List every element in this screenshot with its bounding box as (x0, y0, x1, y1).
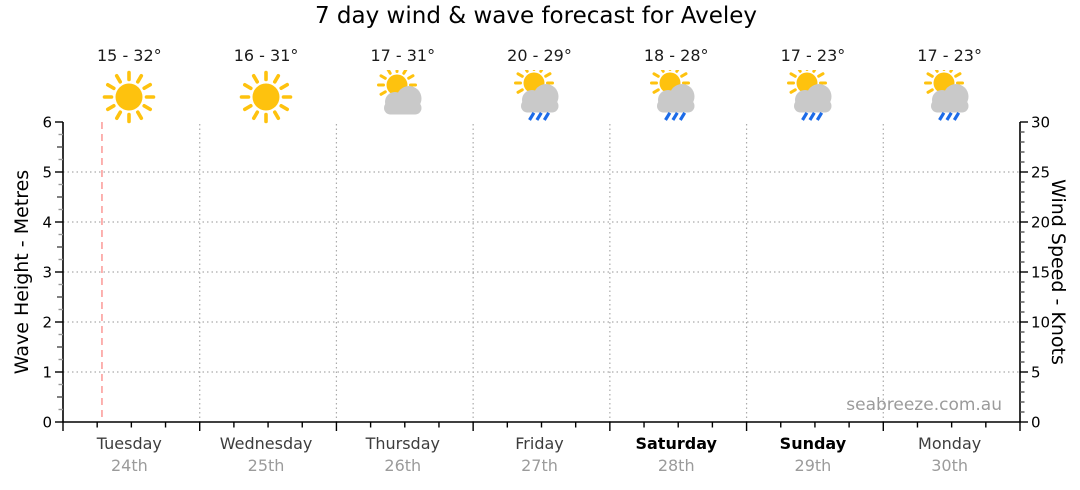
sun-icon (103, 70, 156, 124)
y-left-tick-label: 0 (42, 414, 52, 432)
temp-range-label: 16 - 31° (233, 46, 299, 65)
weather-icon-sun-cloud-rain (512, 63, 568, 126)
y-left-tick-label: 2 (42, 314, 52, 332)
day-name-label: Thursday (365, 434, 440, 453)
y-right-tick-label: 0 (1031, 414, 1041, 432)
sun-cloud-icon (376, 65, 422, 115)
sun-cloud-rain-icon (786, 63, 832, 121)
day-date-label: 30th (931, 456, 969, 475)
y-left-tick-label: 3 (42, 264, 52, 282)
weather-icon-sun-cloud-rain (648, 63, 704, 126)
weather-icon-sunny (102, 70, 156, 128)
rain-icon (801, 111, 823, 121)
day-name-label: Saturday (635, 434, 717, 453)
y-right-tick-label: 15 (1031, 264, 1050, 282)
cloud-icon (793, 84, 832, 113)
weather-icon-sun-cloud-rain (785, 63, 841, 126)
temp-range-label: 20 - 29° (507, 46, 572, 65)
day-name-label: Monday (918, 434, 982, 453)
sun-cloud-rain-icon (923, 63, 969, 121)
day-name-label: Wednesday (219, 434, 313, 453)
temp-range-label: 17 - 23° (780, 46, 846, 65)
temp-range-label: 15 - 32° (97, 46, 162, 65)
day-date-label: 24th (110, 456, 148, 475)
chart-title: 7 day wind & wave forecast for Aveley (314, 3, 758, 29)
y-right-tick-label: 10 (1031, 314, 1050, 332)
day-date-label: 25th (247, 456, 285, 475)
y-left-tick-label: 6 (42, 114, 52, 132)
weather-icon-sun-cloud-rain (922, 63, 978, 126)
y-right-tick-label: 25 (1031, 164, 1050, 182)
weather-icon-sun-cloud (375, 65, 431, 126)
rain-icon (937, 111, 960, 121)
day-date-label: 28th (657, 456, 695, 475)
day-date-label: 29th (794, 456, 832, 475)
weather-icon-sunny (239, 70, 293, 128)
sun-cloud-rain-icon (513, 63, 558, 121)
day-name-label: Tuesday (96, 434, 162, 453)
temp-range-label: 17 - 23° (917, 46, 982, 65)
rain-icon (664, 111, 687, 121)
cloud-icon (930, 84, 969, 113)
day-name-label: Friday (515, 434, 564, 453)
y-right-tick-label: 5 (1031, 364, 1041, 382)
y-left-tick-label: 4 (42, 214, 52, 232)
temp-range-label: 17 - 31° (370, 46, 436, 65)
rain-icon (527, 111, 550, 121)
y-right-tick-label: 20 (1031, 214, 1050, 232)
cloud-icon (520, 84, 558, 113)
watermark: seabreeze.com.au (846, 395, 1002, 415)
cloud-icon (657, 84, 695, 113)
day-name-label: Sunday (779, 434, 847, 453)
temp-range-label: 18 - 28° (643, 46, 709, 65)
y-left-tick-label: 5 (42, 164, 52, 182)
y-right-tick-label: 30 (1031, 114, 1050, 132)
sun-icon (239, 70, 293, 124)
y-left-tick-label: 1 (42, 364, 52, 382)
cloud-icon (383, 86, 422, 115)
sun-cloud-rain-icon (650, 63, 695, 121)
day-date-label: 26th (384, 456, 422, 475)
day-date-label: 27th (521, 456, 558, 475)
